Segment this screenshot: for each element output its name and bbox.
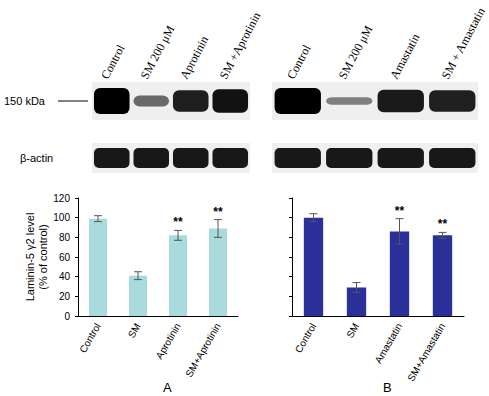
svg-text:(% of control): (% of control) xyxy=(37,224,49,289)
svg-text:100: 100 xyxy=(53,212,70,223)
svg-text:SM + Amastatin: SM + Amastatin xyxy=(439,5,488,81)
svg-text:20: 20 xyxy=(59,291,71,302)
svg-text:Control: Control xyxy=(98,42,128,82)
svg-text:Control: Control xyxy=(293,321,319,354)
svg-text:SM: SM xyxy=(344,321,361,339)
svg-text:**: ** xyxy=(213,205,223,219)
svg-text:60: 60 xyxy=(59,252,71,263)
svg-text:SM+Amastatin: SM+Amastatin xyxy=(405,321,447,383)
svg-text:Amastatin: Amastatin xyxy=(373,321,405,365)
svg-text:SM +Aprotinin: SM +Aprotinin xyxy=(217,10,264,82)
svg-text:β-actin: β-actin xyxy=(20,152,53,164)
svg-text:SM: SM xyxy=(126,321,143,339)
svg-text:B: B xyxy=(383,380,392,395)
svg-text:Amastatin: Amastatin xyxy=(387,31,423,81)
svg-text:80: 80 xyxy=(59,232,71,243)
svg-text:120: 120 xyxy=(53,193,70,204)
svg-text:Aprotinin: Aprotinin xyxy=(177,34,211,82)
svg-text:Laminin-5 γ2 level: Laminin-5 γ2 level xyxy=(24,213,36,302)
svg-text:40: 40 xyxy=(59,271,71,282)
svg-text:Control: Control xyxy=(77,321,103,354)
svg-text:150 kDa: 150 kDa xyxy=(4,95,46,107)
svg-text:SM 200 μM: SM 200 μM xyxy=(336,23,376,81)
svg-text:**: ** xyxy=(438,217,448,231)
svg-text:**: ** xyxy=(395,204,405,218)
svg-text:SM+Aprotinin: SM+Aprotinin xyxy=(183,321,223,379)
svg-text:**: ** xyxy=(173,215,183,229)
svg-text:Control: Control xyxy=(284,42,314,82)
svg-text:A: A xyxy=(163,380,172,395)
svg-text:0: 0 xyxy=(64,311,70,322)
svg-text:SM 200 μM: SM 200 μM xyxy=(138,23,178,81)
svg-text:Aprotinin: Aprotinin xyxy=(154,321,183,361)
